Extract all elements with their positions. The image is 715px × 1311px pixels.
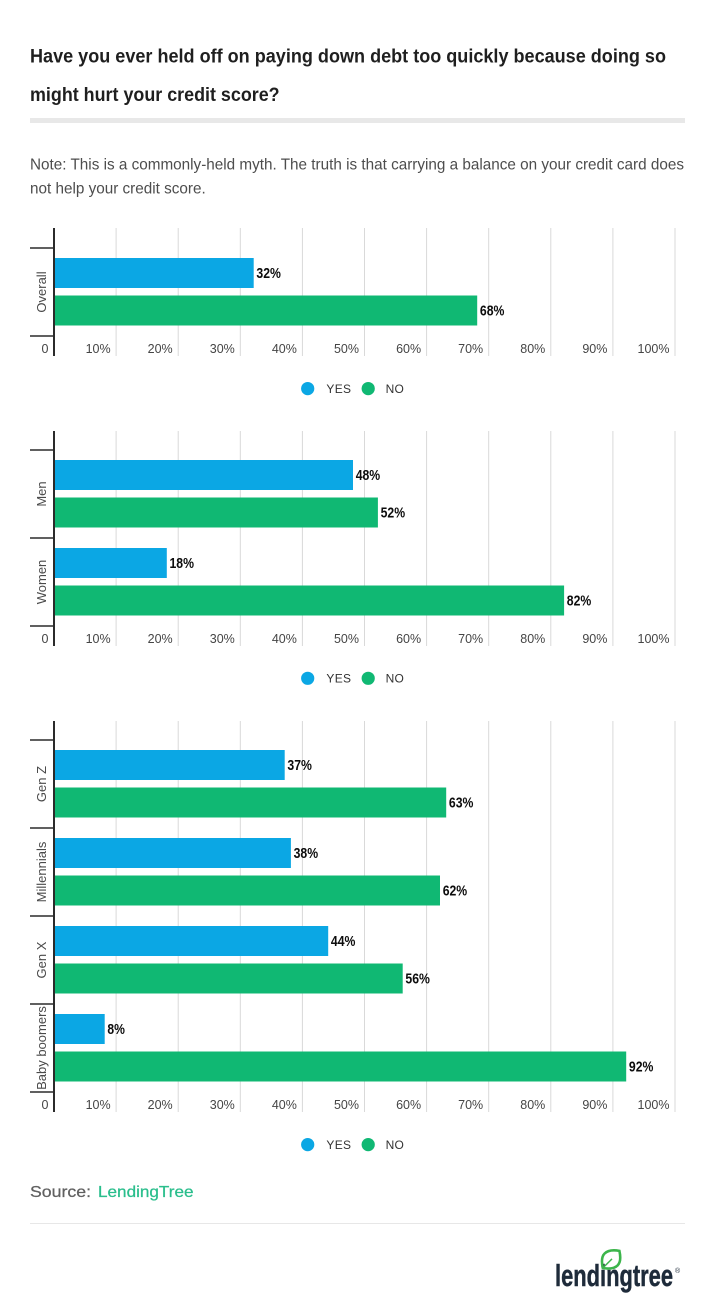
svg-text:48%: 48%	[356, 467, 381, 484]
svg-text:®: ®	[675, 1267, 681, 1275]
svg-text:30%: 30%	[210, 1098, 235, 1112]
svg-text:20%: 20%	[148, 632, 173, 646]
svg-text:68%: 68%	[480, 302, 505, 319]
svg-text:LendingTree: LendingTree	[98, 1184, 194, 1201]
svg-text:50%: 50%	[334, 342, 359, 356]
svg-text:0: 0	[42, 1098, 49, 1112]
svg-text:YES: YES	[326, 1138, 351, 1152]
svg-text:18%: 18%	[170, 555, 195, 572]
svg-text:0: 0	[42, 342, 49, 356]
svg-text:NO: NO	[386, 382, 405, 396]
svg-text:56%: 56%	[405, 970, 430, 987]
svg-text:Source:: Source:	[30, 1184, 91, 1201]
svg-text:32%: 32%	[256, 265, 281, 282]
svg-text:lendingtree: lendingtree	[555, 1258, 673, 1293]
svg-text:60%: 60%	[396, 632, 421, 646]
svg-text:YES: YES	[326, 672, 351, 686]
svg-text:Men: Men	[34, 481, 49, 506]
svg-text:92%: 92%	[629, 1058, 654, 1075]
svg-text:Gen X: Gen X	[34, 941, 49, 978]
svg-text:10%: 10%	[86, 1098, 111, 1112]
svg-text:63%: 63%	[449, 794, 474, 811]
svg-text:Overall: Overall	[34, 271, 49, 312]
svg-text:Baby boomers: Baby boomers	[34, 1006, 49, 1090]
svg-text:40%: 40%	[272, 632, 297, 646]
svg-text:NO: NO	[386, 672, 405, 686]
svg-text:100%: 100%	[638, 632, 670, 646]
svg-text:90%: 90%	[582, 1098, 607, 1112]
svg-text:Women: Women	[34, 560, 49, 605]
svg-text:Millennials: Millennials	[34, 841, 49, 902]
svg-text:70%: 70%	[458, 1098, 483, 1112]
svg-text:80%: 80%	[520, 1098, 545, 1112]
svg-text:60%: 60%	[396, 342, 421, 356]
svg-text:38%: 38%	[294, 845, 319, 862]
svg-text:37%: 37%	[287, 757, 312, 774]
svg-text:90%: 90%	[582, 342, 607, 356]
svg-text:40%: 40%	[272, 342, 297, 356]
svg-text:70%: 70%	[458, 342, 483, 356]
svg-text:30%: 30%	[210, 632, 235, 646]
svg-text:80%: 80%	[520, 342, 545, 356]
svg-text:80%: 80%	[520, 632, 545, 646]
svg-text:50%: 50%	[334, 1098, 359, 1112]
svg-text:8%: 8%	[107, 1021, 125, 1038]
svg-text:0: 0	[42, 632, 49, 646]
svg-text:90%: 90%	[582, 632, 607, 646]
svg-text:60%: 60%	[396, 1098, 421, 1112]
svg-text:YES: YES	[326, 382, 351, 396]
svg-text:100%: 100%	[638, 1098, 670, 1112]
svg-text:20%: 20%	[148, 342, 173, 356]
svg-text:30%: 30%	[210, 342, 235, 356]
svg-text:44%: 44%	[331, 933, 356, 950]
svg-text:Have you ever held off on payi: Have you ever held off on paying down de…	[30, 47, 666, 68]
svg-text:50%: 50%	[334, 632, 359, 646]
svg-text:10%: 10%	[86, 342, 111, 356]
svg-text:Note: This is a commonly-held: Note: This is a commonly-held myth. The …	[30, 157, 684, 174]
svg-text:40%: 40%	[272, 1098, 297, 1112]
svg-text:52%: 52%	[381, 504, 406, 521]
svg-text:100%: 100%	[638, 342, 670, 356]
svg-text:82%: 82%	[567, 592, 592, 609]
svg-text:might hurt your credit score?: might hurt your credit score?	[30, 85, 280, 106]
svg-text:NO: NO	[386, 1138, 405, 1152]
svg-text:20%: 20%	[148, 1098, 173, 1112]
svg-text:62%: 62%	[443, 882, 468, 899]
svg-text:not help your credit score.: not help your credit score.	[30, 181, 206, 198]
svg-text:70%: 70%	[458, 632, 483, 646]
svg-text:Gen Z: Gen Z	[34, 766, 49, 802]
svg-text:10%: 10%	[86, 632, 111, 646]
